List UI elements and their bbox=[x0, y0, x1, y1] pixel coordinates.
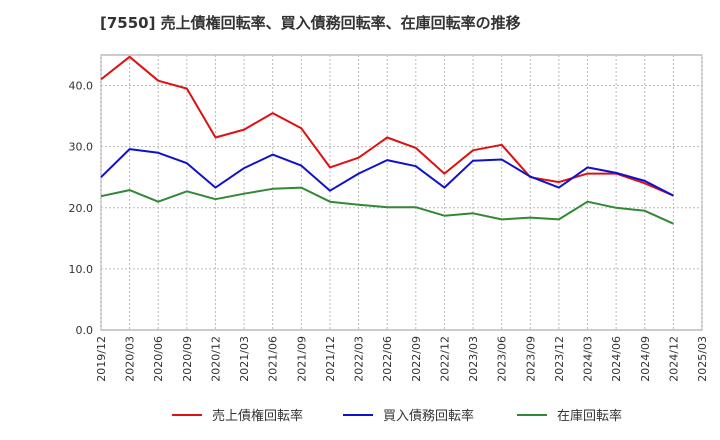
y-tick-label: 40.0 bbox=[69, 80, 94, 93]
legend-label-1: 売上債権回転率 bbox=[212, 408, 303, 424]
data-point-s1 bbox=[328, 166, 331, 169]
data-point-s1 bbox=[185, 87, 188, 90]
x-tick-label: 2020/09 bbox=[181, 336, 194, 382]
y-tick-label: 0.0 bbox=[76, 324, 94, 337]
series-layer bbox=[100, 55, 675, 225]
x-tick-label: 2021/09 bbox=[295, 336, 308, 382]
x-tick-label: 2023/12 bbox=[553, 336, 566, 382]
x-tick-label: 2021/12 bbox=[324, 336, 337, 382]
data-point-s1 bbox=[300, 127, 303, 130]
data-point-s3 bbox=[472, 212, 475, 215]
data-point-s2 bbox=[300, 164, 303, 167]
data-point-s3 bbox=[529, 216, 532, 219]
data-point-s2 bbox=[185, 162, 188, 165]
grid-layer bbox=[100, 55, 703, 330]
data-point-s2 bbox=[214, 186, 217, 189]
data-point-s1 bbox=[214, 136, 217, 139]
data-point-s1 bbox=[586, 172, 589, 175]
x-tick-label: 2023/09 bbox=[524, 336, 537, 382]
y-tick-label: 10.0 bbox=[69, 263, 94, 276]
x-tick-label: 2024/12 bbox=[667, 336, 680, 382]
data-point-s2 bbox=[328, 189, 331, 192]
y-tick-label: 30.0 bbox=[69, 141, 94, 154]
data-point-s1 bbox=[386, 136, 389, 139]
data-point-s3 bbox=[100, 195, 103, 198]
data-point-s1 bbox=[128, 55, 131, 58]
y-tick-label: 20.0 bbox=[69, 202, 94, 215]
data-point-s1 bbox=[414, 146, 417, 149]
data-point-s2 bbox=[243, 167, 246, 170]
data-point-s3 bbox=[615, 206, 618, 209]
data-point-s2 bbox=[615, 171, 618, 174]
data-point-s3 bbox=[357, 203, 360, 206]
data-point-s3 bbox=[185, 190, 188, 193]
data-point-s3 bbox=[643, 209, 646, 212]
data-point-s2 bbox=[472, 159, 475, 162]
data-point-s1 bbox=[271, 112, 274, 115]
data-point-s2 bbox=[672, 194, 675, 197]
data-point-s3 bbox=[214, 198, 217, 201]
data-point-s1 bbox=[557, 181, 560, 184]
data-point-s1 bbox=[157, 79, 160, 82]
x-tick-label: 2020/03 bbox=[124, 336, 137, 382]
series-line-3 bbox=[100, 186, 674, 225]
x-tick-label: 2025/03 bbox=[696, 336, 709, 382]
data-point-s1 bbox=[500, 143, 503, 146]
data-point-s1 bbox=[357, 156, 360, 159]
x-tick-label: 2021/06 bbox=[267, 336, 280, 382]
data-point-s1 bbox=[472, 149, 475, 152]
data-point-s3 bbox=[300, 186, 303, 189]
data-point-s3 bbox=[386, 206, 389, 209]
data-point-s2 bbox=[529, 175, 532, 178]
data-point-s3 bbox=[414, 206, 417, 209]
x-tick-label: 2019/12 bbox=[95, 336, 108, 382]
data-point-s3 bbox=[128, 189, 131, 192]
data-point-s2 bbox=[386, 159, 389, 162]
x-tick-label: 2023/06 bbox=[496, 336, 509, 382]
x-tick-label: 2024/03 bbox=[582, 336, 595, 382]
data-point-s2 bbox=[557, 186, 560, 189]
chart-title: [7550] 売上債権回転率、買入債務回転率、在庫回転率の推移 bbox=[100, 14, 521, 32]
data-point-s3 bbox=[586, 200, 589, 203]
data-point-s2 bbox=[128, 148, 131, 151]
data-point-s1 bbox=[243, 128, 246, 131]
x-tick-label: 2020/06 bbox=[152, 336, 165, 382]
data-point-s2 bbox=[357, 172, 360, 175]
x-tick-label: 2022/03 bbox=[353, 336, 366, 382]
x-tick-label: 2024/09 bbox=[639, 336, 652, 382]
x-tick-label: 2024/06 bbox=[610, 336, 623, 382]
x-tick-label: 2021/03 bbox=[238, 336, 251, 382]
data-point-s2 bbox=[271, 153, 274, 156]
x-tick-label: 2020/12 bbox=[209, 336, 222, 382]
legend-label-3: 在庫回転率 bbox=[557, 408, 622, 424]
series-line-2 bbox=[100, 148, 674, 197]
data-point-s1 bbox=[443, 172, 446, 175]
series-line-1 bbox=[100, 55, 674, 197]
data-point-s2 bbox=[586, 166, 589, 169]
data-point-s2 bbox=[414, 165, 417, 168]
data-point-s2 bbox=[443, 186, 446, 189]
axis-layer: 0.0 10.0 20.0 30.0 40.0 2019/12 2020/03 2020/06… bbox=[69, 80, 710, 382]
x-tick-label: 2022/09 bbox=[410, 336, 423, 382]
data-point-s3 bbox=[672, 222, 675, 225]
data-point-s3 bbox=[443, 214, 446, 217]
data-point-s2 bbox=[643, 179, 646, 182]
data-point-s3 bbox=[557, 218, 560, 221]
data-point-s3 bbox=[500, 218, 503, 221]
x-tick-label: 2023/03 bbox=[467, 336, 480, 382]
data-point-s3 bbox=[328, 200, 331, 203]
data-point-s2 bbox=[100, 176, 103, 179]
data-point-s2 bbox=[500, 158, 503, 161]
data-point-s3 bbox=[271, 187, 274, 190]
data-point-s3 bbox=[243, 192, 246, 195]
legend-label-2: 買入債務回転率 bbox=[383, 408, 474, 424]
x-tick-label: 2022/12 bbox=[438, 336, 451, 382]
data-point-s3 bbox=[157, 200, 160, 203]
legend: 売上債権回転率 買入債務回転率 在庫回転率 bbox=[172, 408, 622, 424]
data-point-s1 bbox=[100, 78, 103, 81]
data-point-s2 bbox=[157, 151, 160, 154]
x-tick-label: 2022/06 bbox=[381, 336, 394, 382]
